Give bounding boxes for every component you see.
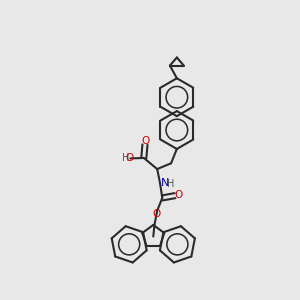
- Text: O: O: [125, 153, 133, 163]
- Text: H: H: [122, 153, 130, 163]
- Text: N: N: [161, 178, 170, 188]
- Text: O: O: [142, 136, 150, 146]
- Text: O: O: [152, 209, 160, 219]
- Text: O: O: [175, 190, 183, 200]
- Text: H: H: [167, 179, 174, 189]
